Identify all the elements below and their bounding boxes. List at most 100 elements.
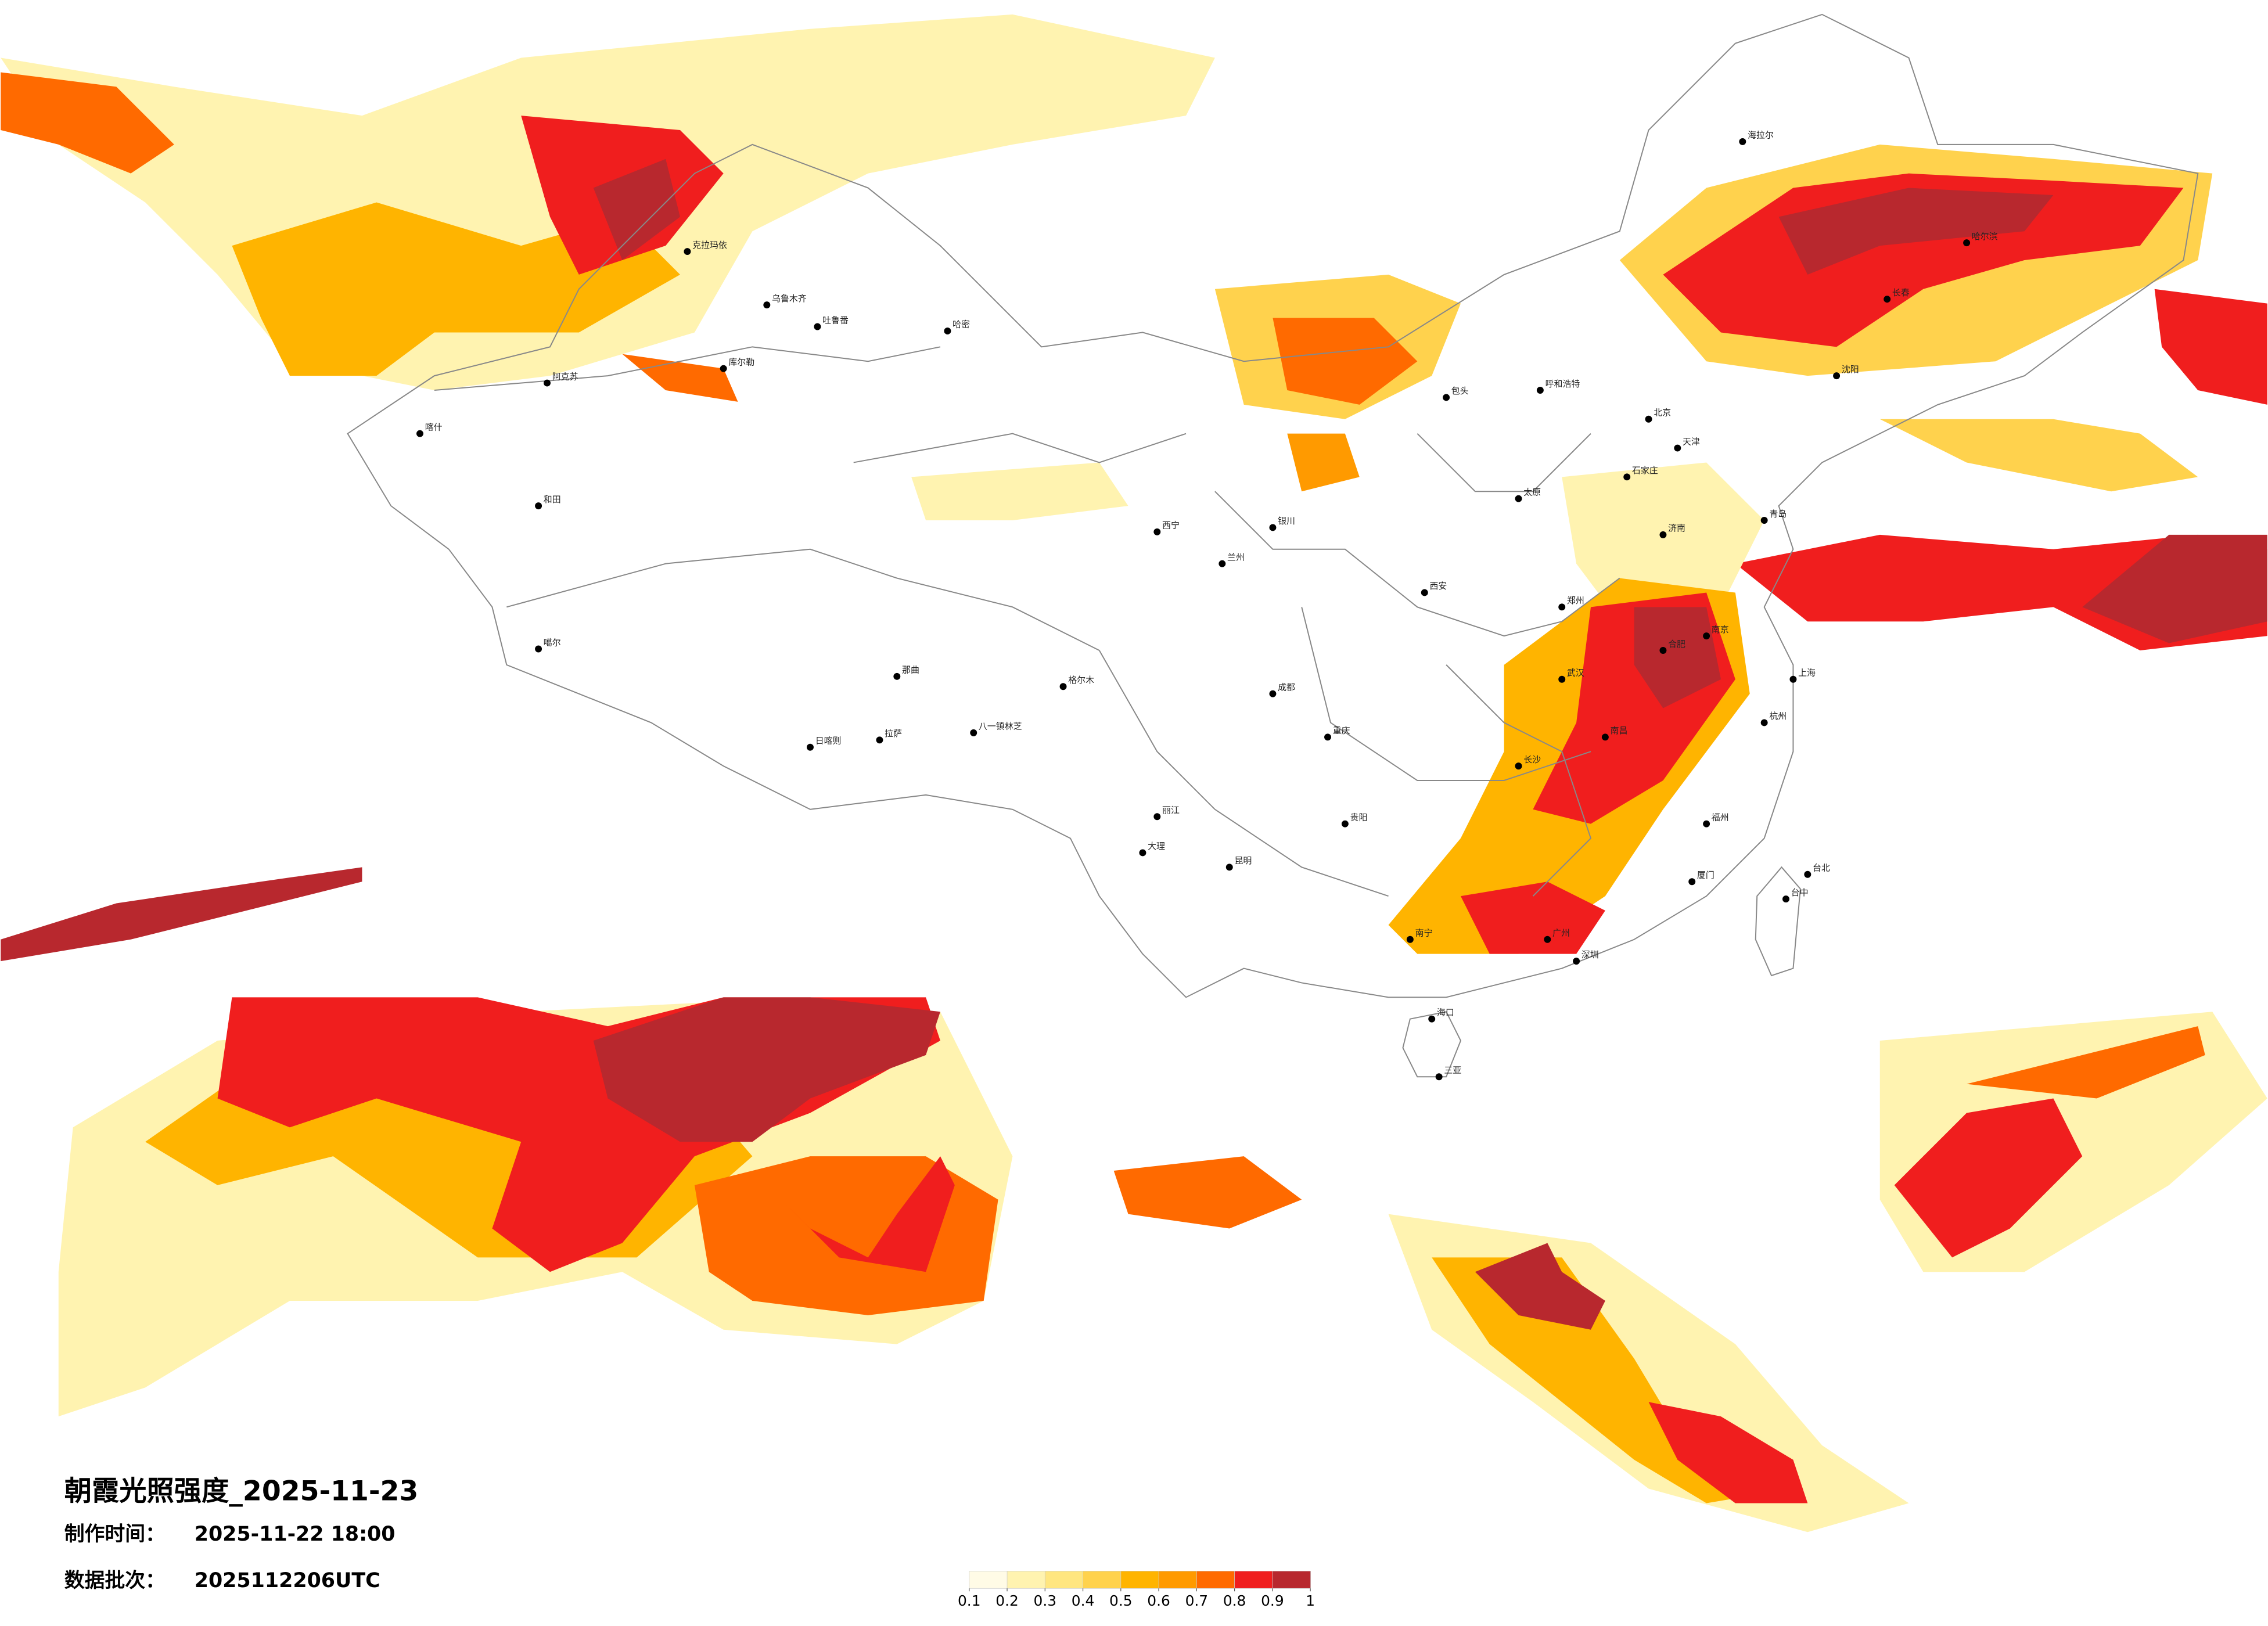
- country-outline: [347, 13, 2199, 998]
- city-label: 郑州: [1567, 595, 1584, 606]
- city-dot: [1789, 675, 1797, 683]
- city-dot: [535, 645, 542, 653]
- city-dot: [1703, 820, 1710, 828]
- legend-tick-label: 0.8: [1223, 1592, 1246, 1609]
- heat-area: [911, 462, 1128, 520]
- heat-area: [694, 1156, 998, 1315]
- city-label: 石家庄: [1632, 465, 1658, 476]
- city-dot: [1324, 733, 1331, 741]
- heat-area: [1648, 1402, 1808, 1503]
- heat-area: [1113, 1156, 1302, 1229]
- city-dot: [1659, 531, 1667, 538]
- legend-swatch: [1120, 1571, 1159, 1589]
- city-label: 昆明: [1234, 855, 1252, 866]
- city-dot: [1739, 138, 1746, 145]
- city-label: 杭州: [1769, 711, 1787, 721]
- city-label: 吐鲁番: [822, 315, 849, 325]
- city-dot: [1139, 849, 1146, 857]
- city-label: 兰州: [1227, 552, 1245, 562]
- made-value: 2025-11-22 18:00: [195, 1523, 396, 1546]
- city-dot: [720, 365, 727, 372]
- city-dot: [1536, 387, 1544, 394]
- city-label: 包头: [1451, 386, 1469, 396]
- city-dot: [1406, 936, 1414, 943]
- city-label: 福州: [1712, 812, 1729, 822]
- island-outline: [1402, 866, 1801, 1078]
- heat-area: [781, 1156, 955, 1272]
- legend-tick-label: 0.1: [958, 1592, 981, 1609]
- city-label: 克拉玛依: [692, 240, 727, 250]
- city-label: 南京: [1712, 624, 1729, 635]
- city-label: 厦门: [1697, 870, 1715, 880]
- legend-tick-label: 0.3: [1034, 1592, 1057, 1609]
- city-label: 广州: [1552, 928, 1570, 938]
- legend-swatch: [1272, 1571, 1311, 1589]
- city-label: 沈阳: [1842, 364, 1859, 375]
- made-label: 制作时间：: [64, 1523, 166, 1546]
- city-dot: [1515, 762, 1522, 770]
- heat-layer: [1, 14, 2267, 1533]
- city-label: 海拉尔: [1748, 130, 1774, 141]
- city-label: 哈密: [953, 319, 970, 330]
- city-label: 格尔木: [1068, 675, 1094, 685]
- heat-area: [593, 997, 940, 1142]
- city-label: 阿克苏: [552, 371, 578, 382]
- batch-value: 2025112206UTC: [195, 1569, 380, 1592]
- heat-area: [1967, 1026, 2205, 1099]
- boundaries: [347, 13, 2199, 1078]
- city-dot: [1601, 733, 1609, 741]
- city-label: 日喀则: [815, 736, 842, 746]
- city-dot: [1833, 372, 1841, 380]
- city-dot: [1674, 444, 1681, 452]
- city-dot: [1963, 239, 1971, 247]
- city-dot: [1544, 936, 1551, 943]
- city-label: 北京: [1654, 408, 1671, 418]
- city-dot: [1341, 820, 1349, 828]
- city-dot: [1659, 647, 1667, 654]
- city-label: 台中: [1791, 887, 1809, 898]
- city-dot: [1435, 1073, 1443, 1081]
- legend-swatch: [1007, 1571, 1046, 1589]
- city-label: 重庆: [1333, 725, 1350, 736]
- city-dot: [1760, 719, 1768, 726]
- city-dot: [1645, 415, 1652, 423]
- heat-area: [593, 159, 680, 260]
- legend-tick-label: 0.9: [1261, 1592, 1284, 1609]
- legend-swatch: [1234, 1571, 1273, 1589]
- city-dot: [893, 672, 901, 680]
- city-label: 上海: [1798, 668, 1816, 678]
- legend-swatch: [1196, 1571, 1235, 1589]
- city-dot: [1688, 878, 1696, 886]
- legend-swatch: [1044, 1571, 1084, 1589]
- heat-area: [1778, 188, 2054, 275]
- heat-area: [1879, 419, 2198, 492]
- legend-tick-label: 0.7: [1185, 1592, 1209, 1609]
- city-label: 成都: [1278, 682, 1295, 692]
- city-dot: [944, 327, 951, 334]
- city-label: 太原: [1523, 487, 1541, 497]
- city-label: 银川: [1278, 516, 1295, 526]
- title: 朝霞光照强度_2025-11-23: [64, 1475, 419, 1507]
- city-dot: [1225, 864, 1233, 871]
- city-dot: [1153, 813, 1161, 821]
- city-dot: [814, 323, 821, 330]
- city-label: 丽江: [1162, 805, 1180, 815]
- city-label: 天津: [1683, 436, 1700, 447]
- city-dot: [416, 430, 423, 437]
- heat-area: [1273, 318, 1418, 405]
- heat-area: [1, 72, 174, 174]
- city-dot: [1269, 524, 1277, 531]
- city-dot: [807, 743, 814, 751]
- city-dot: [1421, 589, 1428, 596]
- city-dot: [1059, 683, 1067, 690]
- legend-swatch: [969, 1571, 1008, 1589]
- city-dot: [535, 502, 542, 510]
- city-label: 西宁: [1162, 520, 1180, 531]
- heat-area: [1432, 1257, 1793, 1503]
- city-dot: [1573, 958, 1580, 965]
- batch-label: 数据批次：: [64, 1569, 166, 1592]
- city-dot: [1760, 517, 1768, 524]
- city-dot: [1219, 560, 1226, 567]
- legend-tick-label: 0.5: [1109, 1592, 1133, 1609]
- legend-swatch: [1083, 1571, 1122, 1589]
